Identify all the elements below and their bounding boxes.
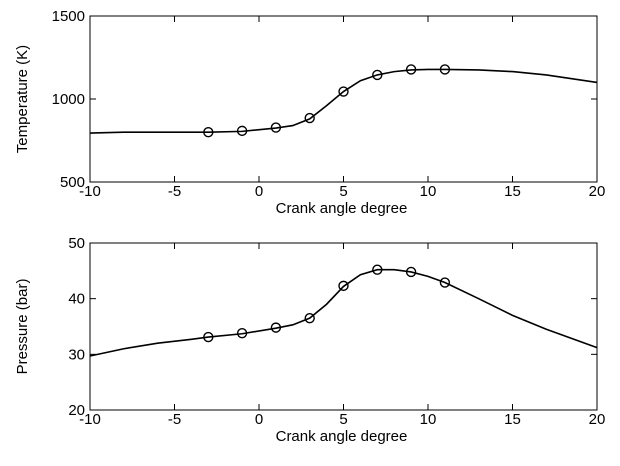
x-tick-label: -5 [168,183,181,200]
x-tick-label: -10 [79,183,101,200]
data-marker [236,125,248,137]
x-tick-label: 10 [420,183,437,200]
data-marker [203,331,214,343]
y-tick-label: 500 [60,174,85,191]
x-axis-label: Crank angle degree [276,200,408,217]
axes-box [89,15,598,183]
y-tick-label: 30 [68,346,85,363]
data-marker [203,126,214,138]
x-tick-label: 0 [255,411,263,428]
x-tick-label: 20 [589,411,606,428]
y-tick-label: 1000 [52,91,85,108]
x-tick-label: 5 [339,411,347,428]
x-tick-label: -10 [79,411,101,428]
data-marker [372,69,383,81]
data-line [89,68,598,134]
x-axis-label: Crank angle degree [276,428,408,445]
data-line [89,268,598,357]
y-tick-label: 50 [68,235,85,252]
x-tick-label: 5 [339,183,347,200]
y-tick-label: 20 [68,402,85,419]
data-marker [338,86,349,97]
x-tick-label: 0 [255,183,263,200]
y-axis-label: Pressure (bar) [14,279,31,375]
data-marker [270,322,282,333]
data-marker [270,122,282,133]
data-marker [338,280,349,292]
y-tick-label: 40 [68,291,85,308]
data-marker [439,277,451,288]
data-marker [439,64,451,75]
data-marker [405,266,417,278]
data-marker [304,112,315,124]
x-tick-label: 20 [589,183,606,200]
x-tick-label: -5 [168,411,181,428]
y-axis-label: Temperature (K) [14,45,31,153]
axes-box [89,242,598,411]
y-tick-label: 1500 [52,8,85,25]
x-tick-label: 10 [420,411,437,428]
x-tick-label: 15 [504,411,521,428]
data-marker [304,312,315,324]
data-marker [236,327,248,339]
x-tick-label: 15 [504,183,521,200]
data-marker [372,264,383,275]
data-marker [405,64,417,75]
